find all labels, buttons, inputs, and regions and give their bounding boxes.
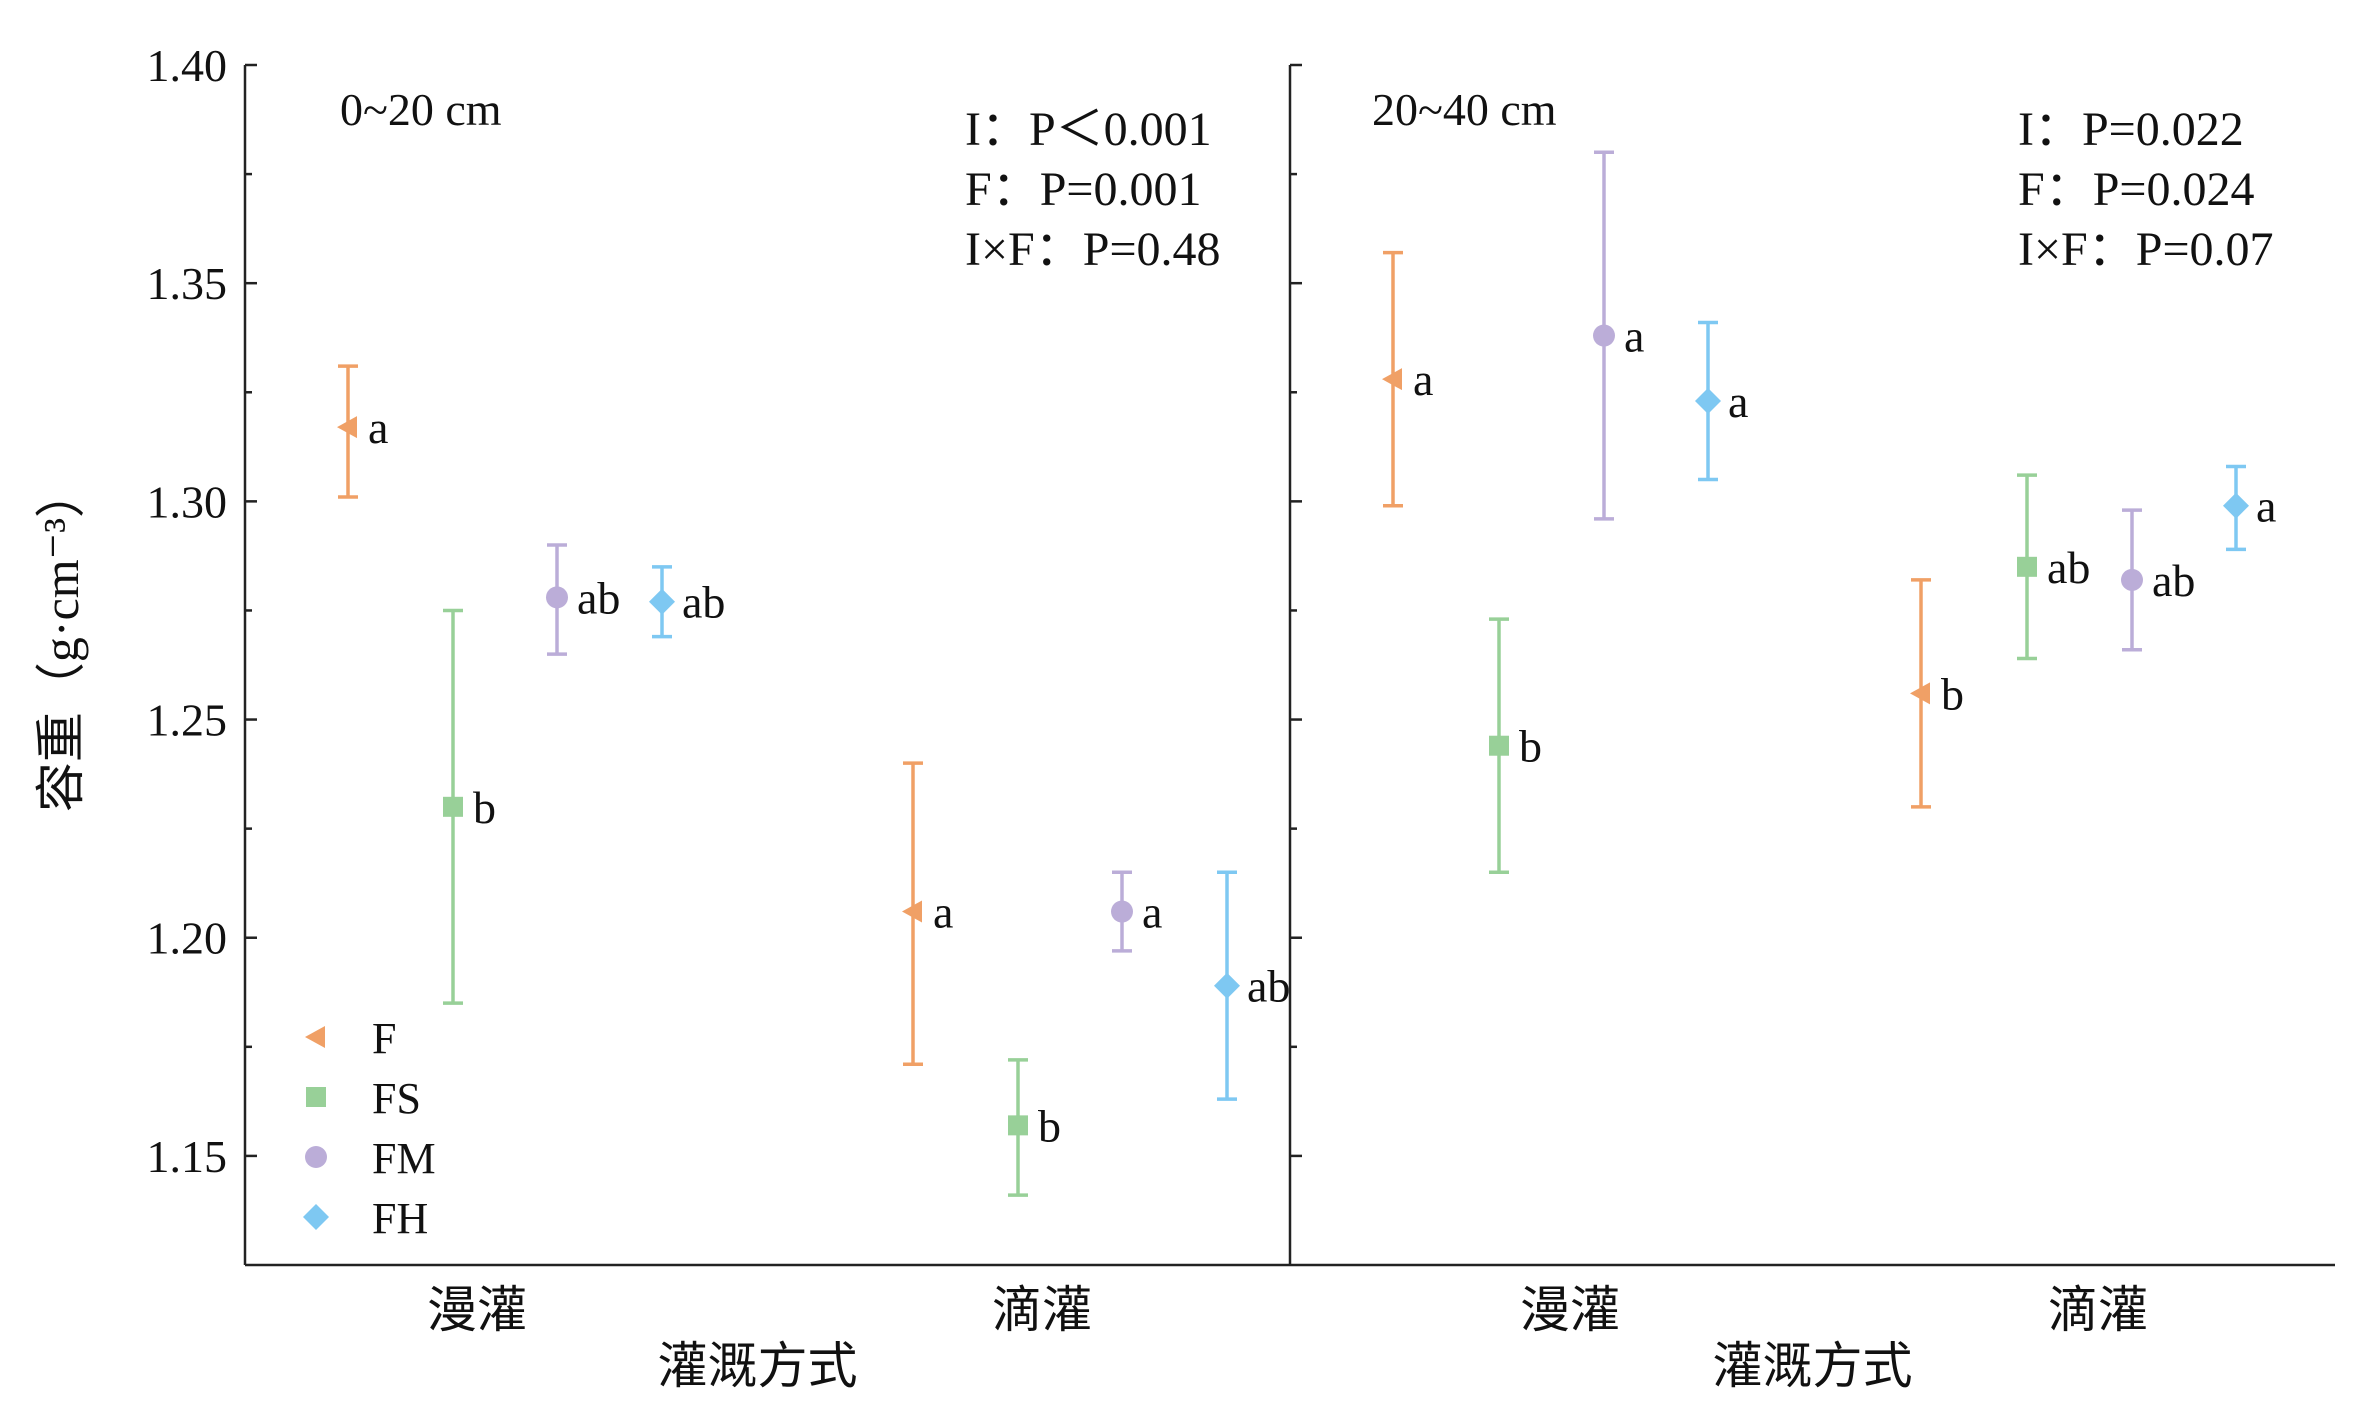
point-FH-1-2: ab (1214, 870, 1290, 1101)
point-FM-2-1: a (1593, 150, 1644, 521)
legend-item-f: F (305, 1014, 396, 1063)
legend-fm-marker (305, 1146, 327, 1168)
fm-marker (1593, 324, 1615, 347)
significance-letter: a (1624, 311, 1644, 362)
y-tick-label: 1.30 (147, 476, 228, 527)
point-F-1-2: a (902, 761, 953, 1067)
significance-letter: ab (2047, 542, 2090, 593)
category-label-1-1: 漫灌 (427, 1282, 527, 1338)
significance-letter: a (933, 887, 953, 938)
x-axis-title-panel-1: 灌溉方式 (658, 1338, 858, 1394)
point-FS-1-1: b (443, 608, 496, 1005)
f-marker (1910, 682, 1930, 705)
fm-marker (1111, 900, 1133, 923)
significance-letter: b (1038, 1100, 1061, 1151)
fh-marker (1214, 972, 1240, 999)
y-tick-label: 1.15 (147, 1131, 228, 1182)
panel-label-1: 0~20 cm (340, 84, 502, 135)
stat-line-2-2: F：P=0.024 (2018, 163, 2254, 216)
legend-f-label: F (372, 1014, 396, 1063)
fm-marker (546, 586, 568, 609)
significance-letter: b (1519, 721, 1542, 772)
significance-letter: a (368, 402, 388, 453)
fs-marker (1008, 1115, 1028, 1136)
significance-letter: b (473, 782, 496, 833)
fh-marker (649, 588, 675, 615)
y-tick-label: 1.20 (147, 913, 228, 964)
fs-marker (443, 796, 463, 817)
legend: F FS FM FH (303, 1014, 436, 1243)
point-F-2-2: b (1910, 578, 1964, 809)
significance-letter: a (1413, 354, 1433, 405)
point-FS-2-2: ab (2017, 473, 2090, 661)
point-FM-2-2: ab (2121, 508, 2195, 652)
f-marker (337, 416, 357, 439)
y-tick-label: 1.35 (147, 258, 228, 309)
point-F-2-1: a (1382, 250, 1433, 508)
f-marker (1382, 368, 1402, 391)
stat-line-1-2: F：P=0.001 (965, 163, 1201, 216)
significance-letter: ab (682, 577, 725, 628)
legend-fh-marker (303, 1204, 329, 1230)
y-tick-label: 1.40 (147, 40, 228, 91)
legend-fh-label: FH (372, 1194, 428, 1243)
y-tick-label: 1.25 (147, 695, 228, 746)
legend-fm-label: FM (372, 1134, 436, 1183)
significance-letter: ab (2152, 555, 2195, 606)
point-FH-2-2: a (2223, 464, 2276, 552)
point-FM-1-2: a (1111, 870, 1162, 953)
category-label-2-2: 滴灌 (2048, 1282, 2148, 1338)
category-label-1-2: 滴灌 (992, 1282, 1092, 1338)
legend-fs-marker (306, 1087, 326, 1107)
stat-line-1-3: I×F：P=0.48 (965, 223, 1221, 276)
legend-item-fm: FM (305, 1134, 436, 1183)
fm-marker (2121, 568, 2143, 591)
fh-marker (2223, 492, 2249, 519)
point-FH-1-1: ab (649, 565, 725, 639)
point-FS-1-2: b (1008, 1058, 1061, 1197)
legend-fs-label: FS (372, 1074, 421, 1123)
fs-marker (1489, 735, 1509, 756)
stat-line-1-1: I：P＜0.001 (965, 103, 1212, 156)
point-FH-2-1: a (1695, 320, 1748, 482)
significance-letter: a (2256, 481, 2276, 532)
panel-label-2: 20~40 cm (1372, 84, 1557, 135)
legend-item-fs: FS (306, 1074, 421, 1123)
stat-line-2-3: I×F：P=0.07 (2018, 223, 2274, 276)
legend-item-fh: FH (303, 1194, 428, 1243)
significance-letter: ab (1247, 961, 1290, 1012)
x-axis-title-panel-2: 灌溉方式 (1713, 1338, 1913, 1394)
point-FM-1-1: ab (546, 543, 620, 656)
f-marker (902, 900, 922, 923)
category-label-2-1: 漫灌 (1520, 1282, 1620, 1338)
point-FS-2-1: b (1489, 617, 1542, 875)
legend-f-marker (305, 1026, 325, 1048)
significance-letter: a (1142, 887, 1162, 938)
fs-marker (2017, 556, 2037, 577)
y-axis-title: 容重（g·cm⁻³） (33, 468, 89, 812)
significance-letter: ab (577, 572, 620, 623)
fh-marker (1695, 388, 1721, 414)
significance-letter: b (1941, 668, 1964, 719)
point-F-1-1: a (337, 364, 388, 499)
significance-letter: a (1728, 376, 1748, 427)
stat-line-2-1: I：P=0.022 (2018, 103, 2244, 156)
